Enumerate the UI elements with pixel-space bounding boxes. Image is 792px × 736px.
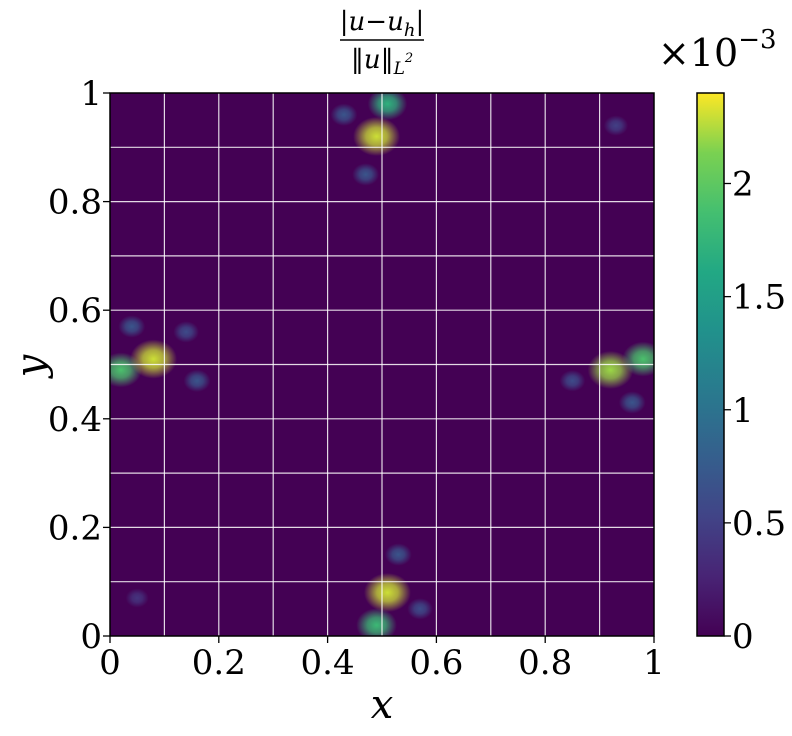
y-axis-ticks: 0 0.2 0.4 0.6 0.8 1	[48, 74, 110, 657]
colorbar-gradient	[697, 93, 724, 636]
title-denominator: ‖u‖L2	[351, 45, 413, 79]
heatmap-hotspot	[183, 369, 211, 392]
heatmap-hotspot	[125, 588, 149, 608]
y-axis-label: y	[8, 353, 54, 379]
heatmap-hotspot	[367, 93, 408, 121]
heatmap-hotspot	[618, 391, 646, 414]
heatmap-hotspot	[353, 116, 401, 157]
plot-frame	[109, 92, 655, 637]
title-numerator: |u−uh|	[340, 7, 424, 41]
colorbar: 0 0.5 1 1.5 2 ×10−3	[658, 25, 786, 657]
x-tick-label: 0.8	[518, 643, 572, 683]
heatmap-hotspot	[559, 370, 586, 392]
heatmap-hotspot	[407, 598, 433, 620]
y-tick-label: 0.8	[48, 183, 102, 223]
y-tick-label: 0	[80, 617, 102, 657]
colorbar-tick-label: 0	[732, 617, 754, 657]
heatmap-hotspot	[603, 115, 629, 136]
heatmap-hotspot	[356, 608, 397, 636]
y-tick-label: 0.6	[48, 291, 102, 331]
heatmap-hotspot	[173, 321, 199, 343]
y-tick-label: 0.4	[48, 400, 102, 440]
heatmap-hotspot	[622, 341, 654, 377]
colorbar-ticks: 0 0.5 1 1.5 2	[724, 165, 786, 657]
x-tick-label: 0.2	[192, 643, 246, 683]
x-axis-ticks: 0 0.2 0.4 0.6 0.8 1	[99, 636, 665, 683]
x-axis-label: x	[371, 682, 394, 728]
colorbar-tick-label: 2	[732, 165, 754, 205]
heatmap-hotspot	[118, 315, 146, 338]
colorbar-tick-label: 0.5	[732, 504, 786, 544]
y-tick-label: 1	[80, 74, 102, 114]
grid-lines	[110, 93, 654, 636]
y-tick-label: 0.2	[48, 508, 102, 548]
colorbar-frame	[696, 92, 725, 637]
heatmap-hotspot	[384, 543, 412, 566]
chart-title: |u−uh| ‖u‖L2	[340, 7, 424, 79]
heatmap-hotspot	[130, 339, 178, 379]
heatmap-hotspot	[352, 163, 380, 186]
heatmap-hotspot	[363, 572, 411, 613]
x-tick-label: 1	[643, 643, 665, 683]
x-tick-label: 0.6	[409, 643, 463, 683]
colorbar-tick-label: 1	[732, 391, 754, 431]
x-tick-label: 0.4	[301, 643, 355, 683]
x-tick-label: 0	[99, 643, 121, 683]
colorbar-multiplier: ×10−3	[658, 25, 777, 75]
colorbar-tick-label: 1.5	[732, 278, 786, 318]
plot-area	[109, 92, 655, 637]
heatmap-hotspot	[330, 103, 358, 126]
